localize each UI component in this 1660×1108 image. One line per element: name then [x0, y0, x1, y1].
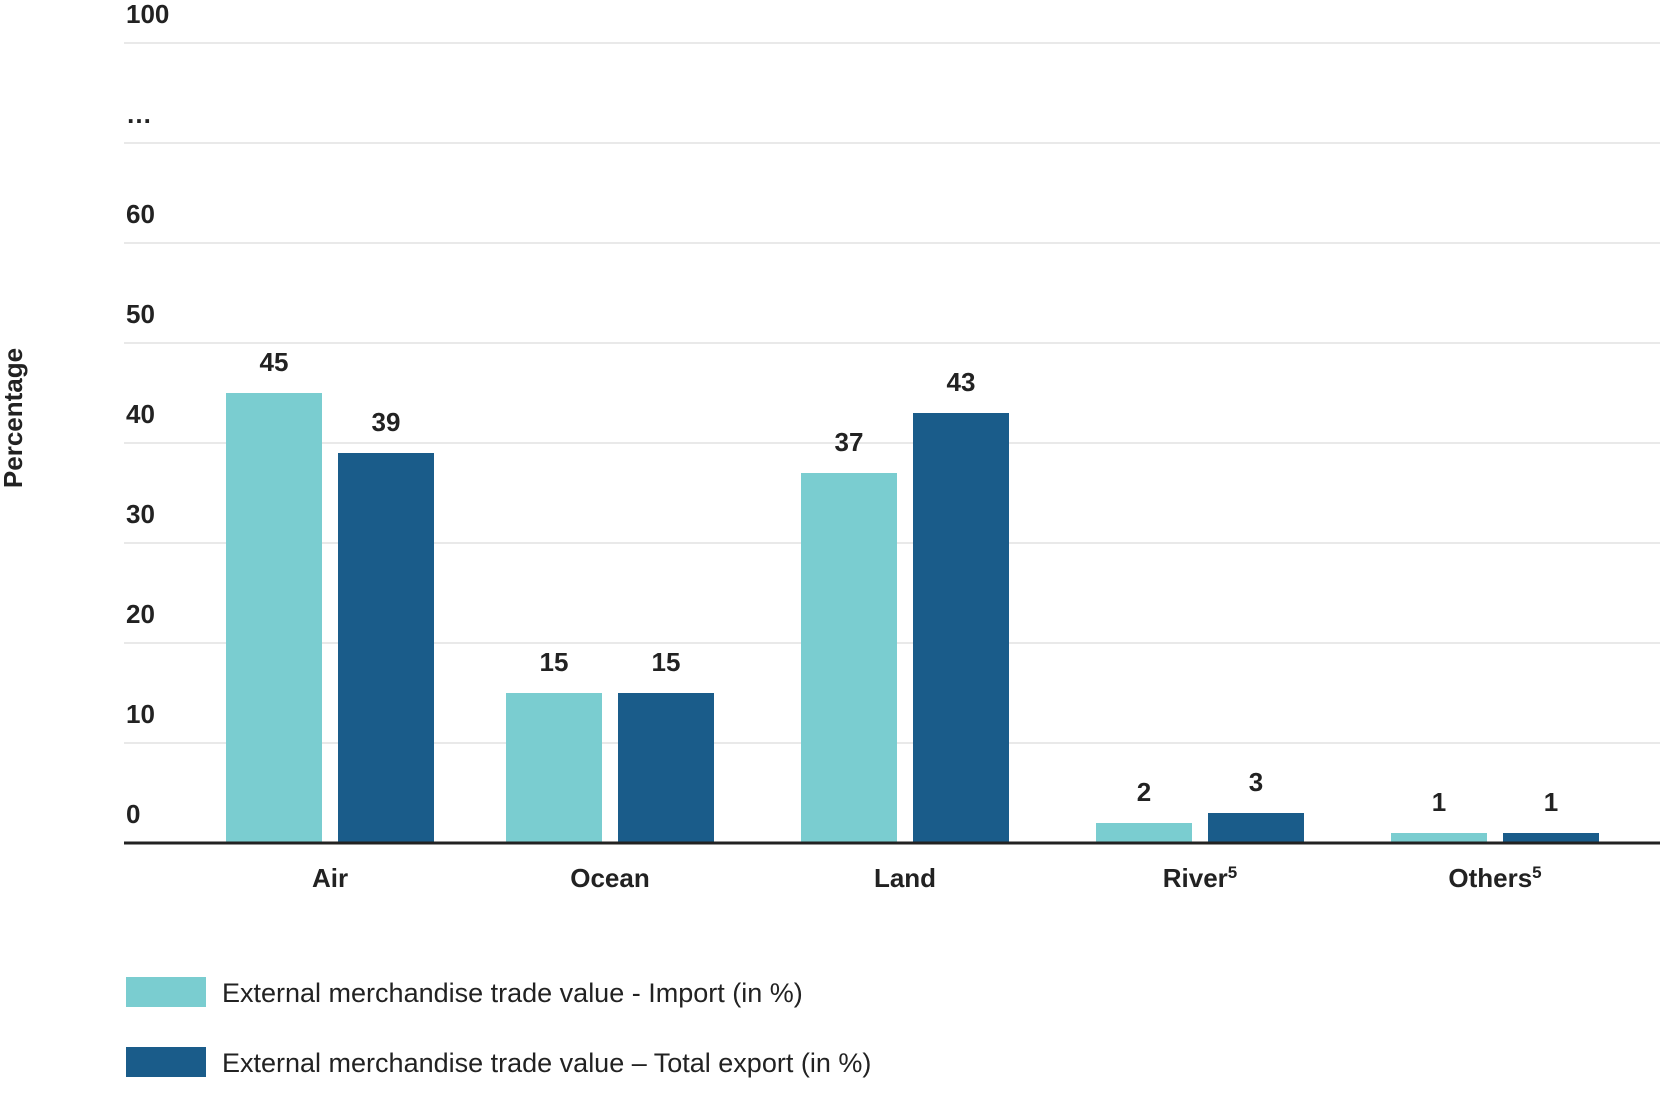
- legend-swatch: [126, 1047, 206, 1077]
- y-tick-label: 0: [126, 799, 140, 829]
- value-labels: 45 39 15 15 37 43 2 3 1 1: [260, 347, 1559, 817]
- value-label: 37: [835, 427, 864, 457]
- value-label: 1: [1544, 787, 1558, 817]
- y-tick-label: …: [126, 99, 152, 129]
- y-tick-label: 50: [126, 299, 155, 329]
- category-label-river: River5: [1163, 863, 1238, 893]
- bar-others-import: [1391, 833, 1487, 843]
- bar-ocean-export: [618, 693, 714, 843]
- y-tick-label: 60: [126, 199, 155, 229]
- y-axis-ticks: 0 10 20 30 40 50 60 … 100: [126, 0, 169, 829]
- bar-air-import: [226, 393, 322, 843]
- x-axis-categories: Air Ocean Land River5 Others5: [312, 863, 1542, 893]
- legend: External merchandise trade value - Impor…: [126, 977, 871, 1078]
- bar-river-import: [1096, 823, 1192, 843]
- y-tick-label: 40: [126, 399, 155, 429]
- value-label: 2: [1137, 777, 1151, 807]
- bar-others-export: [1503, 833, 1599, 843]
- y-tick-label: 20: [126, 599, 155, 629]
- bar-river-export: [1208, 813, 1304, 843]
- bar-ocean-import: [506, 693, 602, 843]
- value-label: 15: [540, 647, 569, 677]
- value-label: 1: [1432, 787, 1446, 817]
- value-label: 15: [652, 647, 681, 677]
- y-tick-label: 10: [126, 699, 155, 729]
- bar-air-export: [338, 453, 434, 843]
- legend-swatch: [126, 977, 206, 1007]
- category-label-ocean: Ocean: [570, 863, 650, 893]
- category-label-air: Air: [312, 863, 348, 893]
- bars: [226, 393, 1599, 843]
- y-tick-label: 100: [126, 0, 169, 29]
- y-tick-label: 30: [126, 499, 155, 529]
- value-label: 3: [1249, 767, 1263, 797]
- bar-land-export: [913, 413, 1009, 843]
- value-label: 39: [372, 407, 401, 437]
- y-axis-title: Percentage: [0, 348, 28, 488]
- value-label: 43: [947, 367, 976, 397]
- bar-land-import: [801, 473, 897, 843]
- category-label-land: Land: [874, 863, 936, 893]
- category-label-others: Others5: [1448, 863, 1541, 893]
- legend-label: External merchandise trade value – Total…: [222, 1048, 871, 1078]
- legend-label: External merchandise trade value - Impor…: [222, 978, 803, 1008]
- value-label: 45: [260, 347, 289, 377]
